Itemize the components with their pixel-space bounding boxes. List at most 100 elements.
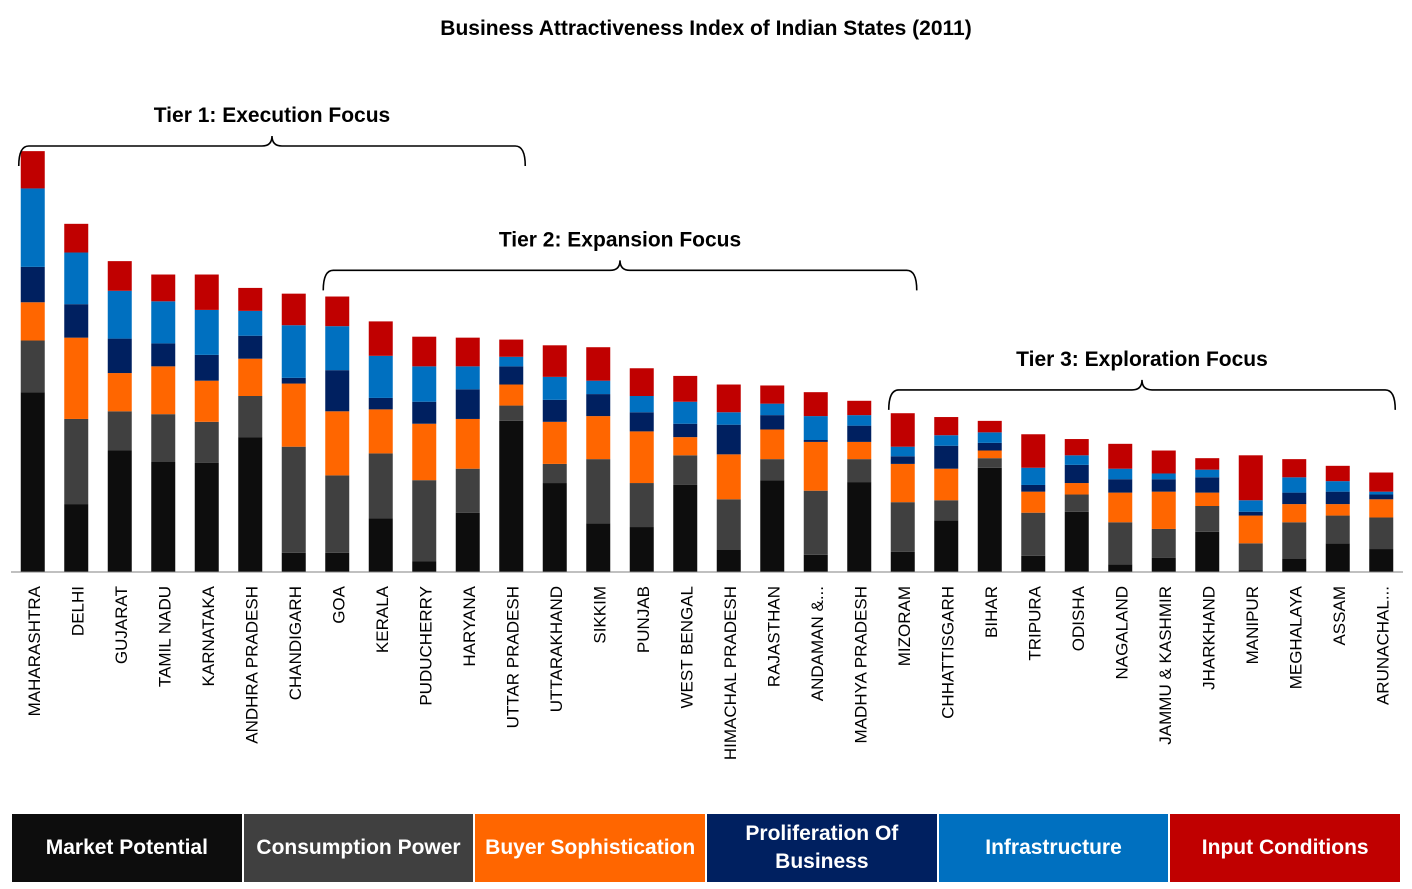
bar-delhi-buyer-sophistication [64,337,89,419]
bar-karnataka-consumption-power [194,421,219,463]
bar-maharashtra-input-conditions [20,151,45,189]
bar-himachal-pradesh-consumption-power [716,499,741,550]
bar-arunachal-market-potential [1369,549,1394,572]
bar-delhi-input-conditions [64,223,89,253]
bar-nagaland-market-potential [1108,564,1133,572]
bar-tamil-nadu-infrastructure [151,301,176,344]
bar-haryana-infrastructure [455,366,480,390]
bar-goa-proliferation-of-business [325,370,350,412]
bar-himachal-pradesh-input-conditions [716,384,741,413]
bar-odisha-infrastructure [1064,455,1089,465]
bar-arunachal-consumption-power [1369,517,1394,550]
category-label-odisha: ODISHA [1069,585,1088,651]
bar-puducherry-infrastructure [412,366,437,402]
bar-haryana-market-potential [455,512,480,572]
bar-delhi-market-potential [64,504,89,572]
bar-jammu-kashmir-infrastructure [1151,473,1176,480]
category-label-madhya-pradesh: MADHYA PRADESH [851,586,870,743]
bar-mizoram-input-conditions [890,413,915,447]
bar-uttarakhand-market-potential [542,483,567,572]
category-label-himachal-pradesh: HIMACHAL PRADESH [721,586,740,760]
category-label-jammu-kashmir: JAMMU & KASHMIR [1156,586,1175,745]
category-label-punjab: PUNJAB [634,586,653,653]
bar-madhya-pradesh-buyer-sophistication [847,441,872,460]
bar-andaman-input-conditions [803,392,828,417]
bar-west-bengal-input-conditions [673,375,698,402]
category-labels: MAHARASHTRA DELHI GUJARAT TAMIL NADU KARNATA… [25,585,1393,760]
bar-jammu-kashmir-market-potential [1151,557,1176,572]
category-label-uttar-pradesh: UTTAR PRADESH [503,586,522,728]
bar-uttarakhand-input-conditions [542,345,567,377]
bar-rajasthan-market-potential [760,480,785,572]
category-label-nagaland: NAGALAND [1112,586,1131,680]
bar-madhya-pradesh-input-conditions [847,400,872,416]
tier-annotations: Tier 1: Execution Focus Tier 2: Expansion… [17,104,1397,410]
tier-label-3: Tier 3: Exploration Focus [1016,348,1268,371]
bar-andaman-consumption-power [803,490,828,555]
bar-odisha-buyer-sophistication [1064,483,1089,495]
category-label-bihar: BIHAR [982,586,1001,638]
category-label-kerala: KERALA [373,585,392,653]
bar-goa-market-potential [325,552,350,572]
category-label-chandigarh: CHANDIGARH [286,586,305,700]
category-label-goa: GOA [329,585,348,623]
bar-kerala-buyer-sophistication [368,409,393,454]
tier-brace-3 [887,379,1397,410]
bar-tripura-proliferation-of-business [1021,484,1046,492]
category-label-uttarakhand: UTTARAKHAND [547,586,566,712]
bar-kerala-proliferation-of-business [368,397,393,410]
bar-manipur-infrastructure [1238,500,1263,512]
bar-nagaland-consumption-power [1108,522,1133,565]
bar-uttar-pradesh-market-potential [499,420,524,572]
bar-haryana-buyer-sophistication [455,418,480,469]
bar-andaman-infrastructure [803,416,828,440]
bar-chandigarh-market-potential [281,552,306,572]
bar-goa-consumption-power [325,475,350,553]
bar-tamil-nadu-proliferation-of-business [151,343,176,367]
bar-bihar-infrastructure [977,432,1002,443]
bar-west-bengal-consumption-power [673,455,698,485]
bar-nagaland-buyer-sophistication [1108,492,1133,523]
bar-uttarakhand-infrastructure [542,376,567,400]
bar-nagaland-proliferation-of-business [1108,479,1133,493]
bar-assam-market-potential [1325,543,1350,572]
bars-layer [11,151,1403,573]
bar-arunachal-infrastructure [1369,491,1394,495]
bar-chhattisgarh-consumption-power [934,500,959,521]
bar-uttarakhand-buyer-sophistication [542,421,567,464]
bar-kerala-input-conditions [368,321,393,356]
bar-punjab-market-potential [629,527,654,572]
bar-tripura-market-potential [1021,555,1046,572]
bar-delhi-proliferation-of-business [64,304,89,338]
bar-kerala-consumption-power [368,453,393,519]
bar-chandigarh-proliferation-of-business [281,377,306,384]
bar-jharkhand-proliferation-of-business [1195,477,1220,493]
bar-puducherry-buyer-sophistication [412,423,437,481]
bar-himachal-pradesh-market-potential [716,550,741,572]
bar-uttarakhand-proliferation-of-business [542,399,567,422]
category-label-west-bengal: WEST BENGAL [677,586,696,709]
bar-tripura-consumption-power [1021,512,1046,556]
legend-item-proliferation-of-business: Proliferation Of Business [707,814,939,882]
legend-item-consumption-power: Consumption Power [243,814,476,882]
legend: Market Potential Consumption Power Buyer… [12,814,1401,882]
bar-rajasthan-consumption-power [760,459,785,481]
bar-chhattisgarh-proliferation-of-business [934,445,959,469]
bar-meghalaya-buyer-sophistication [1282,504,1307,523]
bar-west-bengal-infrastructure [673,401,698,424]
bar-jharkhand-market-potential [1195,531,1220,572]
bar-punjab-infrastructure [629,396,654,413]
bar-andaman-buyer-sophistication [803,441,828,491]
category-label-manipur: MANIPUR [1243,586,1262,664]
bar-gujarat-proliferation-of-business [107,338,132,374]
bar-manipur-input-conditions [1238,455,1263,501]
bar-gujarat-input-conditions [107,261,132,291]
bar-punjab-buyer-sophistication [629,431,654,484]
bar-himachal-pradesh-buyer-sophistication [716,454,741,500]
bar-gujarat-infrastructure [107,290,132,339]
bar-jammu-kashmir-buyer-sophistication [1151,491,1176,529]
bar-manipur-consumption-power [1238,543,1263,571]
bar-odisha-market-potential [1064,511,1089,572]
bar-arunachal-proliferation-of-business [1369,494,1394,500]
